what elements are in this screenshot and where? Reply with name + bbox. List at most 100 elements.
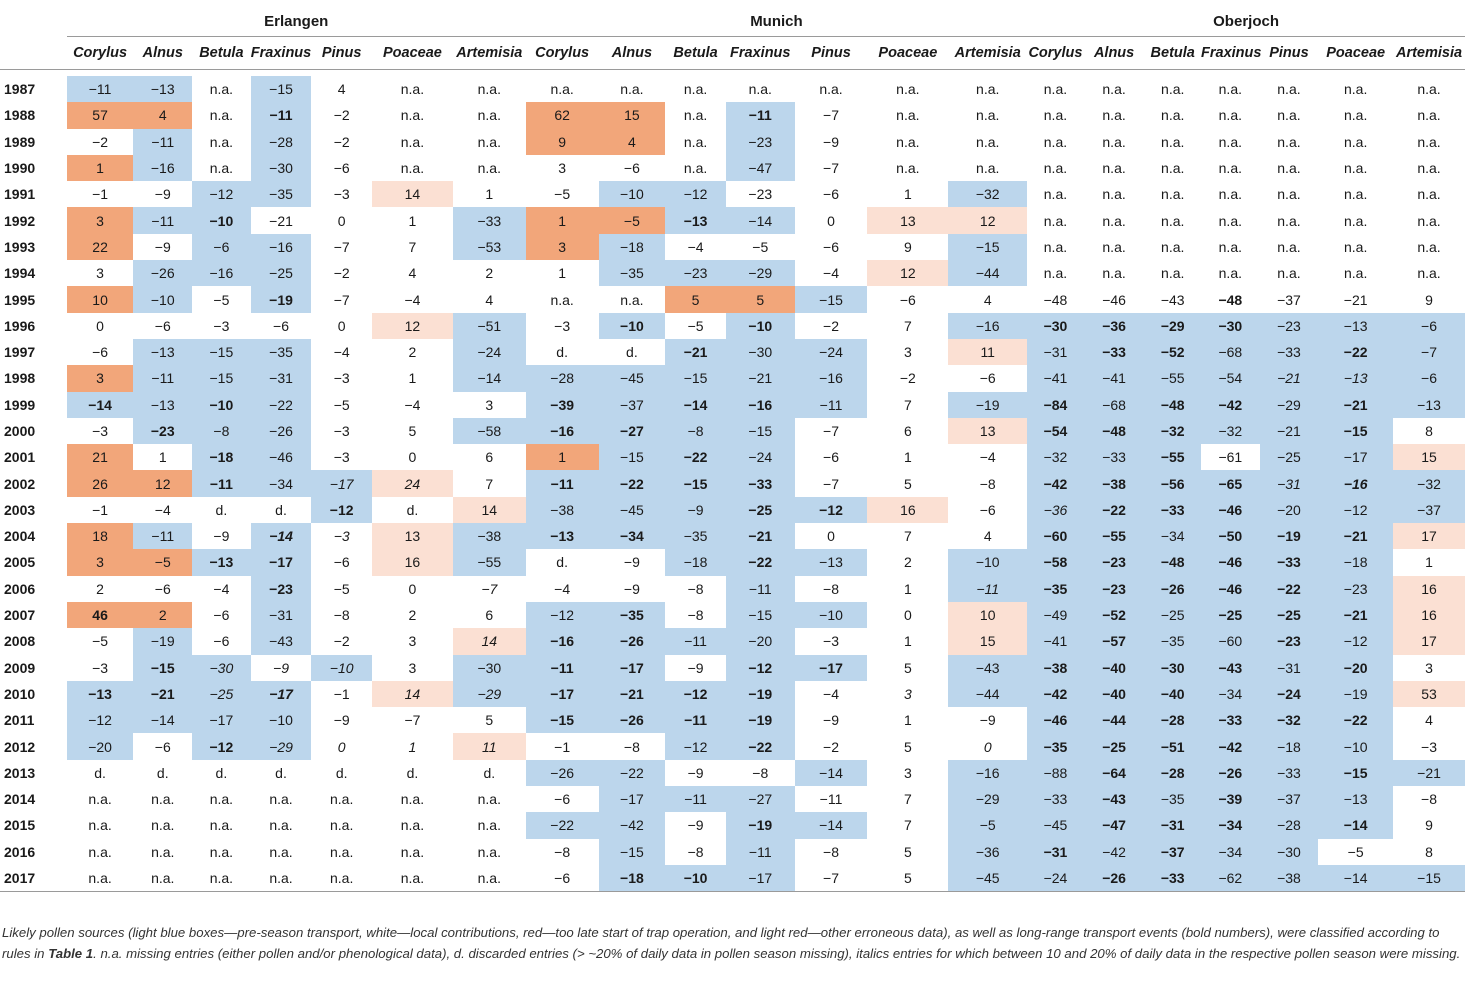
cell-oberjoch-pinus: −18 [1259, 733, 1319, 760]
cell-munich-pinus: −11 [794, 391, 868, 418]
cell-munich-alnus: −37 [598, 391, 666, 418]
year-label: 2007 [4, 607, 36, 624]
table-body: 1987 −11 −13 n.a. −15 4 n.a. n.a. n.a. n.a. n.a. n.… [0, 70, 1465, 893]
cell-munich-artemisia: −4 [948, 444, 1028, 471]
cell-oberjoch-betula: −35 [1144, 628, 1202, 655]
cell-oberjoch-pinus: −32 [1259, 707, 1319, 734]
year-label: 1992 [4, 212, 36, 229]
cell-erlangen-betula: −15 [192, 365, 251, 392]
cell-oberjoch-artemisia: −21 [1393, 759, 1465, 787]
cell-erlangen-artemisia: 14 [452, 628, 526, 655]
cell-erlangen-poaceae: 0 [372, 575, 453, 602]
year-label: 2010 [4, 685, 36, 702]
cell-erlangen-pinus: 0 [311, 207, 372, 234]
cell-erlangen-betula: −18 [192, 444, 251, 471]
cell-oberjoch-fraxinus: −32 [1201, 417, 1260, 445]
cell-erlangen-corylus: −5 [66, 628, 134, 655]
cell-oberjoch-fraxinus: n.a. [1201, 181, 1260, 208]
cell-munich-corylus: −26 [525, 759, 599, 787]
cell-erlangen-alnus: n.a. [133, 864, 193, 893]
cell-oberjoch-alnus: −23 [1083, 575, 1145, 602]
table-footnote: Likely pollen sources (light blue boxes—… [2, 922, 1462, 964]
table-row: 2003 −1 −4 d. d. −12 d. 14 −38 −45 −9 −25 −12 16 −6 −36… [0, 496, 1465, 524]
cell-erlangen-poaceae: 2 [372, 601, 453, 629]
taxon-header-munich-fraxinus: Fraxinus [725, 36, 795, 70]
cell-oberjoch-fraxinus: −42 [1201, 733, 1260, 760]
table-row: 2011 −12 −14 −17 −10 −9 −7 5 −15 −26 −11 −19 −9 1 −9 −4… [0, 707, 1465, 734]
cell-oberjoch-pinus: −33 [1259, 338, 1319, 366]
cell-munich-pinus: −8 [794, 838, 868, 865]
cell-erlangen-corylus: −6 [66, 338, 134, 366]
cell-munich-alnus: −21 [598, 680, 666, 708]
cell-erlangen-alnus: 4 [133, 102, 193, 129]
year-label: 2002 [4, 475, 36, 492]
cell-erlangen-corylus: 3 [66, 207, 134, 234]
cell-oberjoch-corylus: −36 [1027, 496, 1084, 524]
cell-oberjoch-corylus: n.a. [1027, 181, 1084, 208]
cell-munich-poaceae: 1 [867, 444, 949, 471]
cell-munich-corylus: −16 [525, 628, 599, 655]
cell-erlangen-fraxinus: −19 [250, 286, 312, 313]
cell-munich-pinus: −7 [794, 864, 868, 893]
cell-oberjoch-pinus: −21 [1259, 417, 1319, 445]
taxon-header-munich-corylus: Corylus [525, 36, 599, 70]
cell-erlangen-alnus: −5 [133, 549, 193, 576]
cell-oberjoch-fraxinus: n.a. [1201, 102, 1260, 129]
cell-munich-fraxinus: −21 [725, 365, 795, 392]
cell-munich-betula: −23 [665, 260, 726, 287]
cell-erlangen-betula: −10 [192, 391, 251, 418]
cell-oberjoch-betula: −48 [1144, 549, 1202, 576]
cell-oberjoch-alnus: −42 [1083, 838, 1145, 865]
cell-erlangen-alnus: n.a. [133, 786, 193, 813]
cell-oberjoch-artemisia: n.a. [1393, 76, 1465, 103]
cell-oberjoch-poaceae: n.a. [1318, 154, 1394, 182]
cell-munich-betula: 5 [665, 286, 726, 313]
cell-oberjoch-artemisia: −3 [1393, 733, 1465, 760]
cell-erlangen-corylus: −13 [66, 680, 134, 708]
cell-oberjoch-pinus: −28 [1259, 812, 1319, 839]
cell-erlangen-artemisia: n.a. [452, 102, 526, 129]
cell-erlangen-poaceae: 14 [372, 680, 453, 708]
cell-munich-alnus: −18 [598, 864, 666, 893]
cell-erlangen-pinus: n.a. [311, 812, 372, 839]
year-label: 1989 [4, 133, 36, 150]
cell-oberjoch-pinus: −20 [1259, 496, 1319, 524]
year-label: 2001 [4, 449, 36, 466]
cell-erlangen-alnus: 2 [133, 601, 193, 629]
cell-oberjoch-alnus: −57 [1083, 628, 1145, 655]
cell-munich-fraxinus: −25 [725, 496, 795, 524]
cell-munich-artemisia: −10 [948, 549, 1028, 576]
table-row: 1990 1 −16 n.a. −30 −6 n.a. n.a. 3 −6 n.a. −47 −7 n.a… [0, 154, 1465, 182]
cell-erlangen-artemisia: 6 [452, 601, 526, 629]
cell-oberjoch-corylus: n.a. [1027, 76, 1084, 103]
site-munich: Munich [525, 6, 1028, 37]
site-erlangen: Erlangen [66, 6, 526, 37]
cell-erlangen-betula: −13 [192, 549, 251, 576]
cell-oberjoch-fraxinus: −43 [1201, 654, 1260, 681]
cell-munich-betula: n.a. [665, 128, 726, 155]
cell-erlangen-artemisia: −58 [452, 417, 526, 445]
cell-oberjoch-betula: −35 [1144, 786, 1202, 813]
cell-oberjoch-betula: −34 [1144, 523, 1202, 550]
year-label: 1998 [4, 370, 36, 387]
cell-munich-artemisia: −6 [948, 496, 1028, 524]
cell-erlangen-corylus: −11 [66, 76, 134, 103]
table-row: 1988 57 4 n.a. −11 −2 n.a. n.a. 62 15 n.a. −11 −7 n.a… [0, 102, 1465, 129]
cell-munich-artemisia: −45 [948, 864, 1028, 893]
cell-erlangen-fraxinus: −46 [250, 444, 312, 471]
cell-munich-poaceae: 9 [867, 233, 949, 261]
cell-erlangen-alnus: −10 [133, 286, 193, 313]
cell-oberjoch-fraxinus: −48 [1201, 286, 1260, 313]
year-label: 1994 [4, 265, 36, 282]
cell-erlangen-betula: −15 [192, 338, 251, 366]
cell-oberjoch-alnus: −40 [1083, 680, 1145, 708]
cell-munich-pinus: −7 [794, 417, 868, 445]
cell-erlangen-fraxinus: −35 [250, 338, 312, 366]
cell-munich-poaceae: 3 [867, 680, 949, 708]
cell-erlangen-alnus: −9 [133, 181, 193, 208]
cell-erlangen-corylus: −3 [66, 417, 134, 445]
cell-erlangen-corylus: 22 [66, 233, 134, 261]
cell-oberjoch-alnus: −33 [1083, 338, 1145, 366]
cell-oberjoch-pinus: −25 [1259, 601, 1319, 629]
taxon-header-munich-artemisia: Artemisia [948, 36, 1028, 70]
